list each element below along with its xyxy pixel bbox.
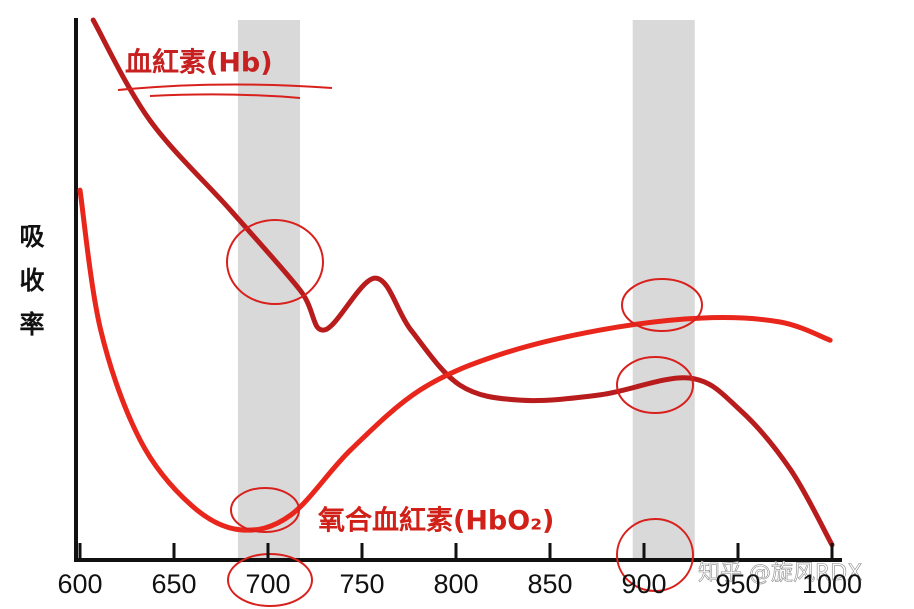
x-tick-label: 650 [151, 569, 196, 599]
x-tick-label: 800 [433, 569, 478, 599]
series-label: 血紅素(Hb) [125, 48, 273, 79]
circle [226, 219, 324, 305]
series-line [90, 17, 835, 548]
highlight-band [632, 20, 695, 560]
x-tick-label: 750 [339, 569, 384, 599]
x-tick-label: 1000 [802, 569, 862, 599]
highlight-band [237, 20, 300, 560]
x-tick-label: 600 [57, 569, 102, 599]
watermark: 知乎 @旋风RDX [698, 561, 862, 586]
hand-annotations [117, 83, 703, 607]
y-axis-label: 吸收率 [19, 222, 44, 339]
series-lines [77, 17, 835, 548]
x-tick-label: 900 [621, 569, 666, 599]
x-tick-label: 950 [715, 569, 760, 599]
circle [616, 356, 694, 414]
x-tick-label: 850 [527, 569, 572, 599]
x-tick-label: 700 [245, 569, 290, 599]
series-line [77, 187, 833, 533]
y-axis-label-text: 吸收率 [19, 222, 44, 339]
underline [117, 83, 333, 99]
bands [237, 20, 695, 560]
circle [227, 553, 313, 607]
series-label: 氧合血紅素(HbO₂) [317, 505, 554, 537]
circle [621, 278, 703, 332]
circle [616, 518, 694, 592]
circle [230, 487, 300, 533]
